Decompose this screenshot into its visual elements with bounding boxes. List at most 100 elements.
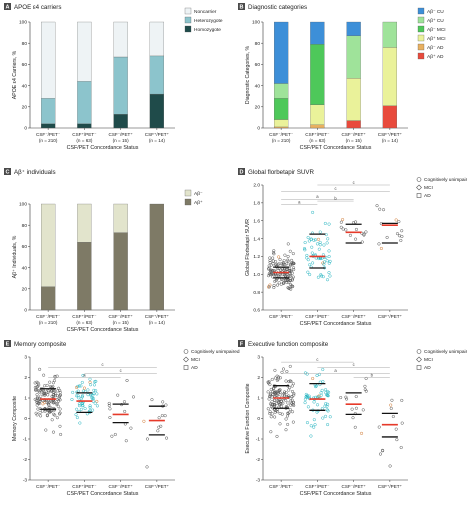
data-point [348,233,352,237]
x-tick-label: CSF⁺/PET⁻ [305,314,330,319]
data-point [328,415,332,419]
data-point [286,258,290,262]
data-point [123,409,127,413]
data-point [323,221,327,225]
data-point [288,386,292,390]
data-point [327,254,331,259]
data-point [400,398,404,402]
data-point [80,380,84,385]
data-point [274,393,278,398]
y-axis-label: Global Florbetapir SUVR [245,219,251,276]
data-point [325,404,329,408]
bar-segment [149,21,164,57]
data-point [289,403,293,407]
data-point [286,412,290,416]
panel-letter: B [240,5,244,11]
data-point [49,389,53,393]
panel-c-header: C Aβ⁺ individuals [4,168,56,176]
y-tick-label: 1.2 [253,254,260,260]
data-point [33,397,37,401]
data-point [59,432,63,436]
data-point [286,401,290,405]
x-tick-sublabel: (n = 63) [76,138,92,143]
panel-a-header: A APOE ε4 carriers [4,3,61,11]
data-point [379,246,383,251]
data-point [50,418,54,422]
bar-segment [346,35,361,79]
bar-segment [346,78,361,121]
data-point [52,393,56,397]
data-point [35,396,39,400]
comparison-label: c [353,180,355,185]
x-tick-label: CSF⁺/PET⁻ [72,132,97,137]
data-point [316,237,321,241]
data-point [86,393,90,397]
data-point [42,373,46,377]
data-point [145,465,149,469]
y-tick-label: 0 [24,308,27,314]
bar-segment [346,21,361,36]
y-tick-label: 1 [257,396,260,402]
data-point [282,390,287,394]
y-tick-label: 100 [19,20,27,26]
y-tick-label: 60 [22,62,28,68]
y-tick-label: 0 [257,416,260,422]
comparison-label: c [316,357,318,362]
legend-label: Aβ⁻ MCI [427,27,446,33]
data-point [313,238,318,242]
data-point [43,384,47,388]
y-tick-label: 1.0 [253,272,260,278]
data-point [350,407,354,411]
comparison-label: c [353,362,355,367]
x-tick-sublabel: (n = 14) [149,138,165,143]
data-point [317,247,321,251]
data-point [77,396,81,400]
data-point [92,388,96,392]
data-point [304,395,308,399]
legend-label: Aβ⁻ CU [427,9,444,15]
data-point [142,419,146,423]
data-point [71,390,75,394]
data-point [46,390,50,394]
data-point [267,380,271,384]
x-tick-sublabel: (n = 210) [272,138,291,143]
data-point [325,259,329,263]
data-point [33,381,37,385]
x-tick-sublabel: (n = 63) [309,138,325,143]
bar-segment [310,124,325,129]
data-point [57,396,61,401]
panel-e-axes: -3 -2 -1 0 1 2 3 Memory Composite CSF⁻/PET⁻ CSF⁺/… [12,355,175,497]
data-point [311,261,315,265]
data-point [290,258,294,262]
bar-segment [382,21,397,48]
data-point [268,383,272,387]
data-point [284,428,288,432]
data-point [51,430,56,434]
panel-e-header: E Memory composite [4,340,67,348]
data-point [267,264,271,268]
data-point [272,285,276,290]
bar-segment [41,286,56,311]
bar-segment [310,21,325,45]
panel-b-axes: 0 20 40 60 80 100 Diagnostic Categories, % CSF⁻… [245,20,408,151]
data-point [323,404,327,408]
data-point [88,404,92,408]
data-point [36,381,40,385]
y-tick-label: 80 [22,41,28,47]
legend-label: AD [191,365,198,371]
data-point [278,422,282,426]
legend-label: Aβ⁺ AD [427,54,444,60]
data-point [381,449,385,453]
x-tick-label: CSF⁻/PET⁻ [269,484,294,489]
bar-segment [113,232,128,311]
data-point [269,269,273,273]
data-point [286,242,290,246]
data-point [267,397,271,401]
bar-segment [346,120,361,129]
data-point [397,234,402,238]
bar-segment [41,98,56,124]
data-point [56,404,60,408]
data-point [287,286,291,290]
data-point [311,376,315,381]
